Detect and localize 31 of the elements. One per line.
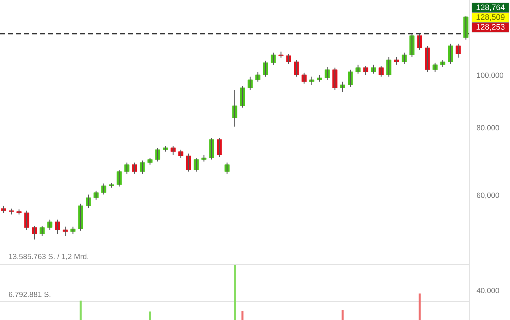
text: 128,764 <box>476 4 505 12</box>
candlestick <box>124 162 130 174</box>
candlestick <box>263 60 268 78</box>
candlestick <box>163 146 168 152</box>
candlestick <box>371 64 376 74</box>
candlestick <box>256 72 261 82</box>
candlestick <box>394 56 400 66</box>
candlestick <box>302 72 307 84</box>
candlestick <box>224 162 230 174</box>
candlestick <box>464 16 469 40</box>
candlestick <box>340 81 346 92</box>
candlestick <box>32 226 38 240</box>
candlestick <box>425 46 430 72</box>
text: 128,509 <box>476 14 505 22</box>
candlestick <box>186 153 192 172</box>
candlestick <box>240 86 246 108</box>
candlestick <box>132 162 138 174</box>
candlestick <box>170 146 176 156</box>
candlestick <box>62 226 68 236</box>
candlestick <box>94 190 99 200</box>
text: 128,253 <box>476 24 505 31</box>
candlestick <box>9 208 14 216</box>
candlestick <box>440 60 446 68</box>
candlestick <box>40 226 45 236</box>
candlestick <box>332 67 338 90</box>
candlestick <box>410 33 415 58</box>
candlestick <box>1 206 6 214</box>
candlestick <box>448 44 454 65</box>
candlestick <box>432 62 438 72</box>
candlestick <box>55 219 60 235</box>
candlestick <box>294 60 300 78</box>
